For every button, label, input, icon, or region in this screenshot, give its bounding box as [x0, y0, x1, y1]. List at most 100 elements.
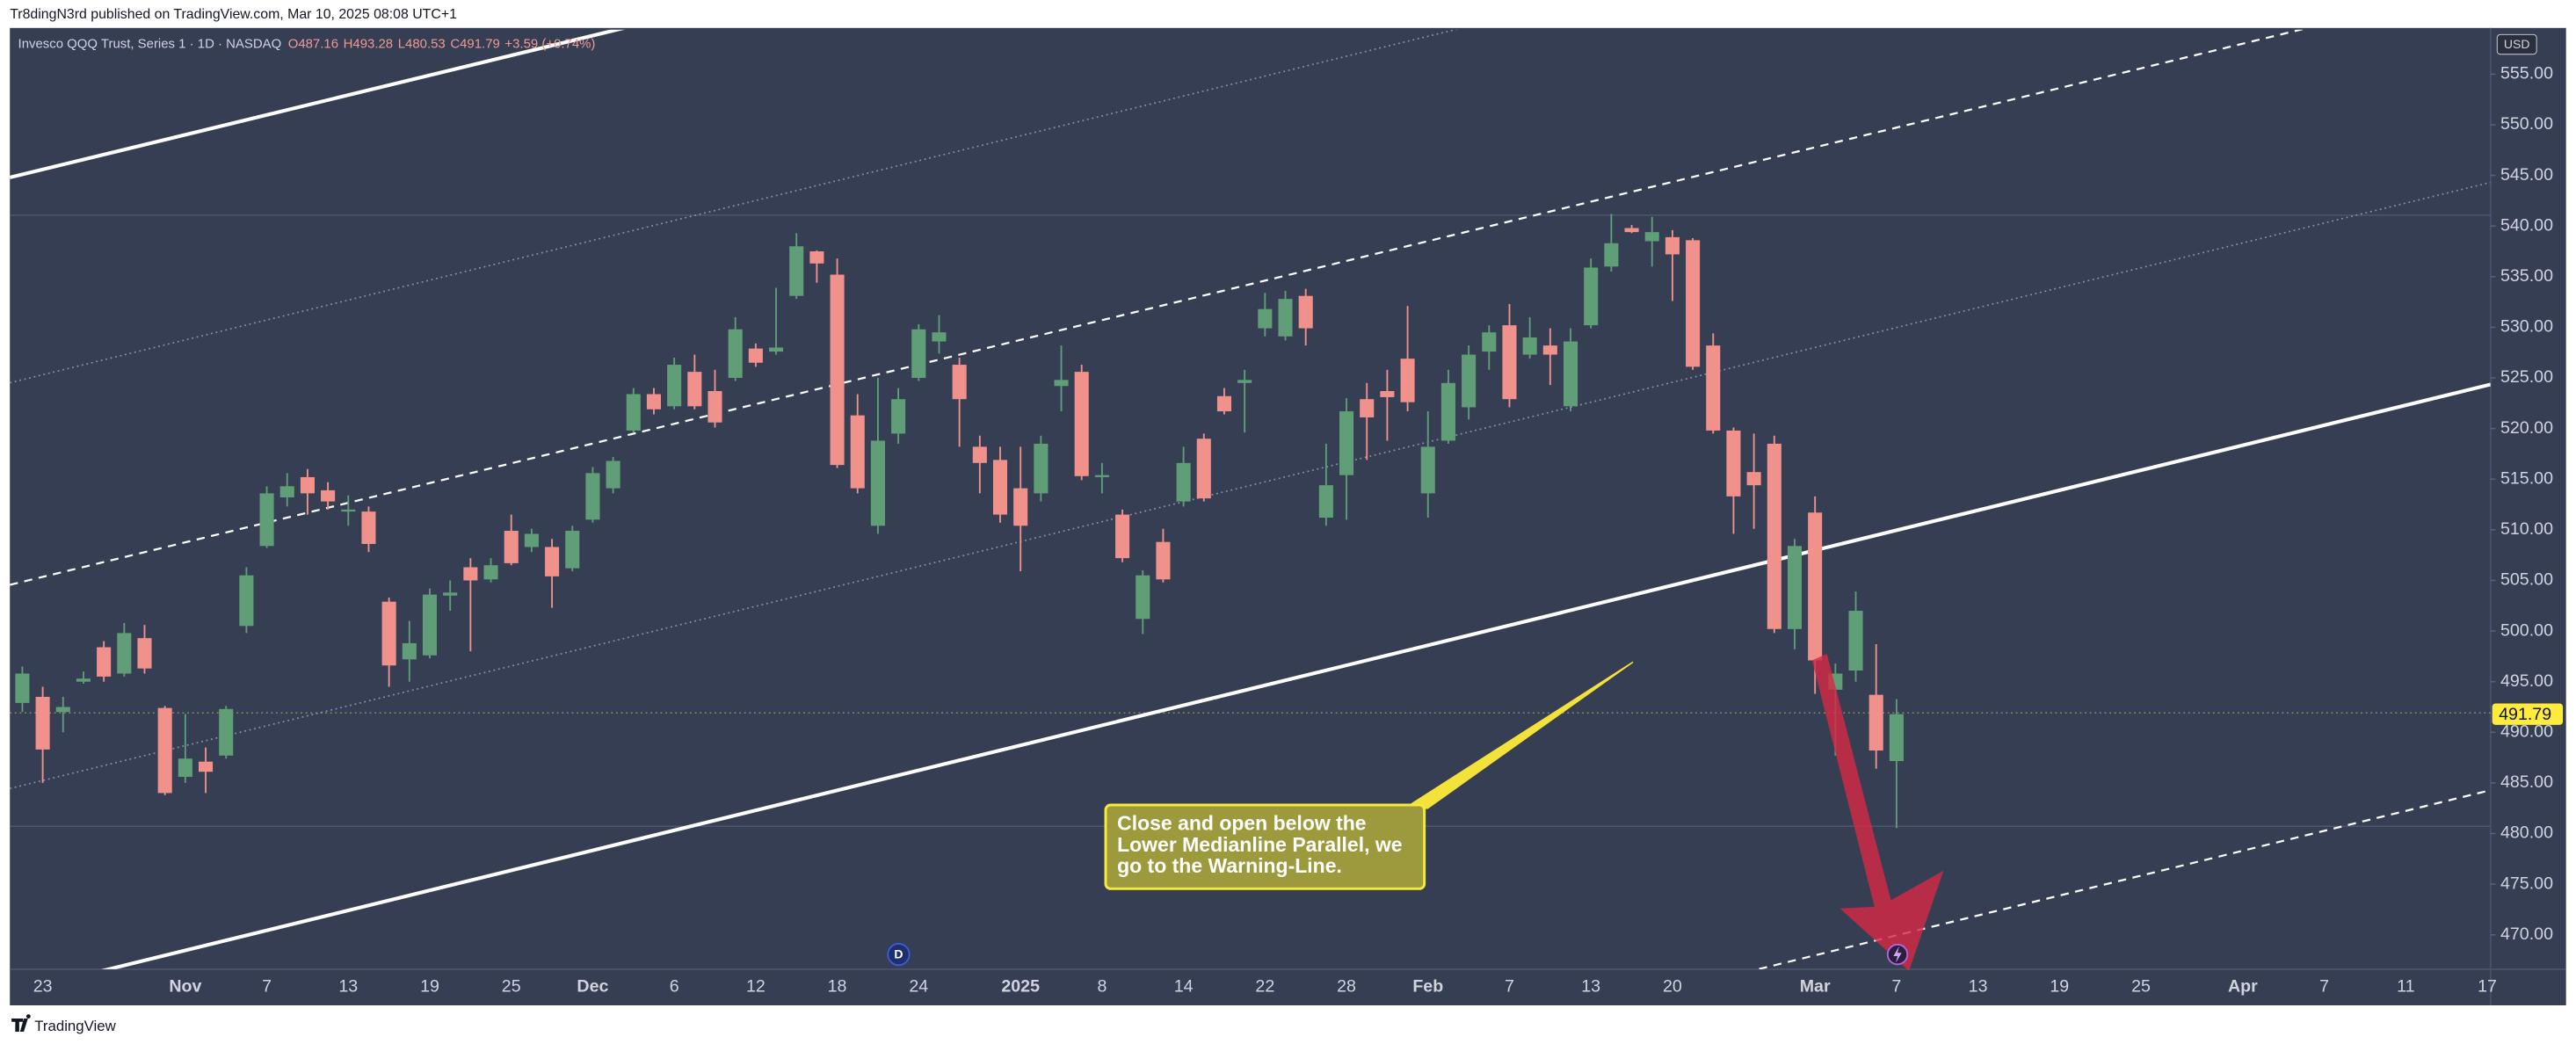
candle-body: [1706, 345, 1721, 431]
candle-body: [1196, 439, 1211, 499]
candle-body: [1522, 337, 1537, 355]
candle-body: [626, 394, 641, 431]
candle-body: [1420, 446, 1435, 494]
candle-body: [422, 594, 438, 656]
y-tick-label: 540.00: [2500, 215, 2553, 235]
candle-body: [1278, 299, 1293, 337]
candle-body: [381, 601, 396, 666]
candle-body: [524, 533, 539, 547]
candle-body: [1339, 411, 1354, 475]
callout-line: go to the Warning-Line.: [1117, 854, 1342, 877]
lower-median-parallel: [101, 382, 2491, 969]
legend-open: O487.16: [288, 36, 338, 51]
candle-body: [1604, 243, 1619, 267]
candle-body: [1482, 332, 1497, 352]
candle-body: [1462, 354, 1477, 408]
x-tick-label: 17: [2478, 977, 2497, 997]
candle-body: [1013, 488, 1028, 526]
x-tick-label: 2025: [1001, 977, 1040, 997]
candle-body: [1298, 295, 1313, 329]
candle-body: [1624, 228, 1639, 233]
candle-body: [198, 761, 214, 772]
candle-body: [830, 274, 845, 466]
candle-body: [321, 489, 336, 502]
x-tick-label: 14: [1174, 977, 1194, 997]
candle-body: [748, 348, 763, 363]
footer-brand: TradingView: [34, 1018, 116, 1034]
candle-body: [585, 473, 600, 520]
red-arrow: [1811, 654, 1944, 971]
candle-body: [1848, 611, 1863, 671]
candle-body: [1258, 308, 1273, 329]
candle-body: [1808, 512, 1823, 661]
candle-body: [1156, 541, 1171, 580]
candle-body: [259, 493, 274, 547]
footer-background: [0, 1005, 2576, 1044]
dotted-line: [10, 181, 2491, 790]
dividend-marker-label[interactable]: D: [894, 947, 903, 961]
x-tick-label: 13: [1969, 977, 1988, 997]
candle-body: [1726, 430, 1741, 497]
candle-body: [789, 246, 804, 296]
candle-body: [1176, 462, 1191, 502]
y-tick-label: 530.00: [2500, 317, 2553, 337]
candle-body: [1746, 472, 1761, 486]
legend-close: C491.79: [450, 36, 499, 51]
candle-body: [1869, 694, 1883, 751]
candles: [15, 214, 1904, 829]
x-tick-label: 18: [828, 977, 847, 997]
currency[interactable]: USD: [2504, 37, 2530, 51]
x-tick-label: Mar: [1800, 977, 1831, 997]
candle-body: [137, 638, 152, 669]
dotted-line: [10, 29, 1459, 384]
y-tick-label: 470.00: [2500, 924, 2553, 944]
candle-body: [178, 758, 192, 777]
x-tick-label: 7: [2319, 977, 2329, 997]
candle-body: [117, 633, 132, 674]
candle-body: [402, 642, 417, 660]
x-tick-label: Apr: [2228, 977, 2258, 997]
candle-body: [1440, 382, 1455, 441]
candle-body: [972, 446, 987, 463]
candle-body: [35, 696, 50, 750]
price-tag: 491.79: [2499, 705, 2551, 724]
candle-body: [1034, 443, 1049, 494]
candle-body: [606, 460, 620, 489]
x-tick-label: Nov: [169, 977, 201, 997]
candle-body: [1360, 399, 1375, 417]
candle-body: [1686, 240, 1701, 367]
right-margin: [2565, 27, 2576, 1006]
candle-body: [870, 440, 885, 526]
dividend-marker[interactable]: [887, 942, 911, 967]
x-tick-label: 25: [502, 977, 521, 997]
candle-body: [891, 399, 906, 434]
x-tick-label: 19: [2050, 977, 2069, 997]
candle-body: [15, 673, 30, 703]
x-tick-label: 8: [1097, 977, 1107, 997]
legend-change: +3.59 (+0.74%): [504, 36, 595, 51]
candle-body: [687, 372, 702, 407]
x-tick-label: 24: [909, 977, 928, 997]
legend: Invesco QQQ Trust, Series 1 · 1D · NASDA…: [18, 36, 596, 51]
currency-box[interactable]: [2496, 33, 2537, 55]
candle-body: [646, 394, 662, 410]
y-tick-label: 510.00: [2500, 519, 2553, 539]
candle-body: [992, 460, 1008, 515]
y-tick-label: 545.00: [2500, 165, 2553, 185]
candle-body: [1237, 380, 1252, 383]
candle-body: [1115, 514, 1130, 559]
candle-body: [483, 565, 498, 580]
candle-body: [463, 567, 478, 581]
axes: 470.00 475.00 480.00 485.00 490.00 495.00 500.…: [33, 64, 2564, 997]
candle-body: [97, 647, 112, 677]
candle-body: [1094, 475, 1109, 477]
candle-body: [443, 592, 458, 596]
candle-body: [361, 511, 376, 544]
x-tick-label: 11: [2397, 977, 2414, 997]
candle-body: [219, 708, 234, 756]
y-tick-label: 525.00: [2500, 367, 2553, 387]
candle-body: [55, 707, 70, 713]
candle-body: [1665, 236, 1680, 255]
candle-body: [76, 678, 91, 682]
